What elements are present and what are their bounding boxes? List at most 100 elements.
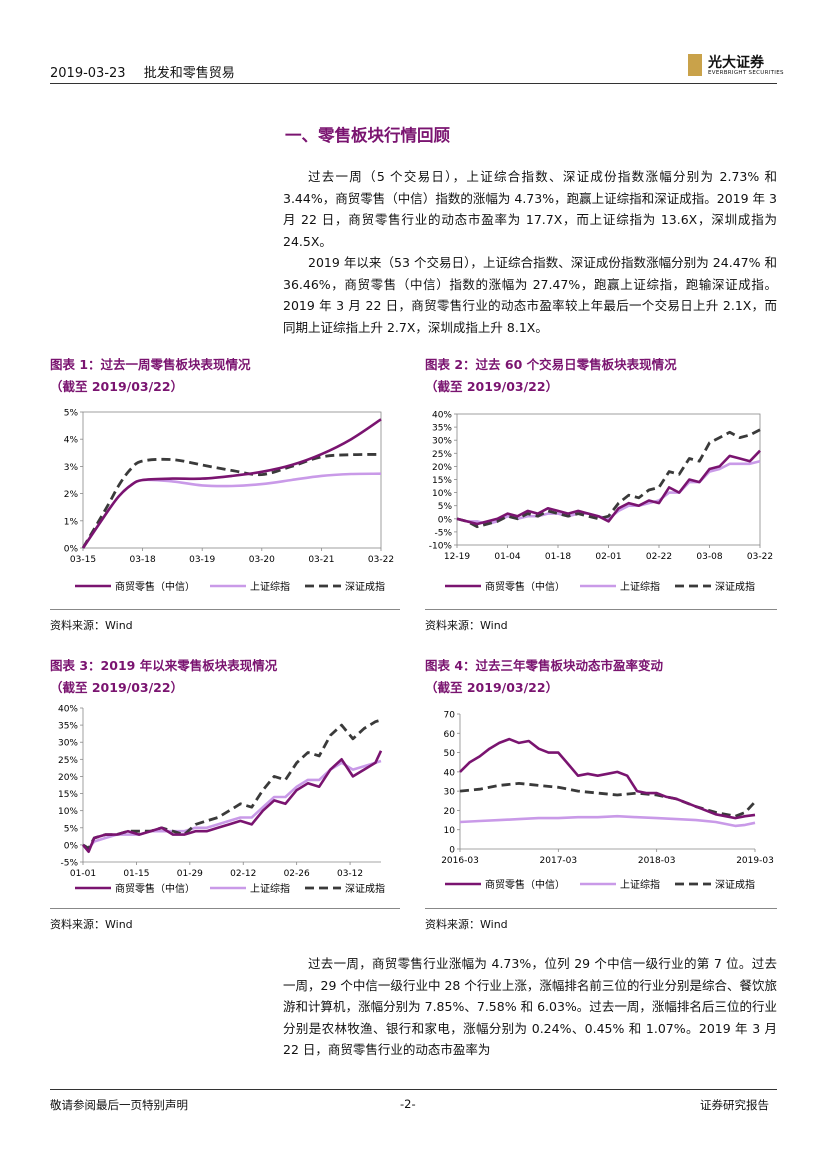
footer-report-type: 证券研究报告	[700, 1098, 769, 1112]
paragraph-week: 过去一周（5 个交易日），上证综合指数、深证成份指数涨幅分别为 2.73% 和 …	[283, 169, 777, 249]
chart3-legend-label: 上证综指	[250, 882, 290, 895]
paragraph-ytd: 2019 年以来（53 个交易日），上证综合指数、深证成份指数涨幅分别为 24.…	[283, 255, 777, 335]
chart4-x-tick-label: 2017-03	[540, 856, 578, 866]
chart3-x-tick-label: 02-26	[284, 869, 310, 879]
page-number: -2-	[400, 1097, 416, 1111]
chart3-y-tick-label: 5%	[64, 824, 79, 834]
chart3-y-tick-label: 20%	[58, 773, 78, 783]
chart3-source: 资料来源：Wind	[50, 918, 133, 931]
chart2-x-tick-label: 03-08	[696, 552, 722, 562]
chart3-title: 图表 3：2019 年以来零售板块表现情况 （截至 2019/03/22）	[50, 655, 277, 699]
chart2-y-tick-label: 5%	[438, 502, 453, 512]
chart1-x-tick-label: 03-22	[368, 555, 394, 565]
chart4-y-tick-label: 0	[449, 846, 455, 856]
chart1-series-shanghai	[81, 472, 382, 549]
chart2-source: 资料来源：Wind	[425, 619, 508, 632]
chart1-rule	[50, 609, 400, 610]
chart4-y-tick-label: 10	[444, 826, 456, 836]
chart1-y-tick-label: 2%	[64, 490, 79, 500]
chart3-title-main: 图表 3：2019 年以来零售板块表现情况	[50, 658, 278, 673]
chart2-legend-label: 上证综指	[620, 580, 660, 593]
chart2-plot-frame	[456, 413, 761, 546]
chart2-title: 图表 2：过去 60 个交易日零售板块表现情况 （截至 2019/03/22）	[425, 354, 677, 398]
chart3: -5% 0% 5% 10% 15% 20% 25% 30% 35% 40% 01-01 01-15 01…	[58, 705, 385, 896]
chart4-y-tick-label: 50	[444, 749, 456, 759]
chart3-title-date: （截至 2019/03/22）	[50, 680, 184, 695]
chart4-y-tick-label: 40	[444, 768, 456, 778]
chart2-rule	[425, 609, 777, 610]
chart1-y-tick-label: 3%	[64, 463, 79, 473]
chart2-x-tick-label: 02-01	[595, 552, 621, 562]
header-date: 2019-03-23	[50, 66, 126, 81]
chart2-series-retail	[456, 449, 761, 526]
chart1-legend-label: 上证综指	[250, 580, 290, 593]
chart3-y-tick-label: 0%	[64, 841, 79, 851]
section-title: 一、零售板块行情回顾	[285, 126, 450, 145]
chart1-x-tick-label: 03-19	[189, 555, 215, 565]
chart2-legend-label: 深证成指	[715, 580, 755, 593]
chart4-rule	[425, 908, 777, 909]
chart4-y-tick-label: 30	[444, 788, 456, 798]
chart4-series-shanghai	[459, 814, 756, 828]
header-rule	[50, 83, 777, 84]
chart1: 0% 1% 2% 3% 4% 5% 03-15 03-18 03-19 03-20 03-21 03-…	[64, 409, 394, 594]
chart3-rule	[50, 908, 400, 909]
chart2-y-tick-label: 15%	[432, 476, 452, 486]
chart1-plot-frame	[82, 411, 382, 549]
chart3-y-tick-label: 25%	[58, 756, 78, 766]
chart1-title-main: 图表 1：过去一周零售板块表现情况	[50, 357, 251, 372]
chart3-series-retail	[81, 750, 383, 853]
chart1-series-retail	[81, 418, 382, 549]
chart2-y-tick-label: 40%	[432, 411, 452, 421]
paragraph-ranking: 过去一周，商贸零售行业涨幅为 4.73%，位列 29 个中信一级行业的第 7 位…	[283, 956, 777, 1057]
chart2-y-tick-label: 10%	[432, 489, 452, 499]
chart4-y-tick-label: 70	[444, 711, 456, 721]
chart1-source: 资料来源：Wind	[50, 619, 133, 632]
chart4-legend-label: 商贸零售（中信）	[485, 878, 565, 891]
footer-rule	[50, 1089, 777, 1090]
chart4-legend-label: 深证成指	[715, 878, 755, 891]
chart2-x-tick-label: 03-22	[747, 552, 773, 562]
chart2-y-tick-label: -10%	[429, 542, 453, 552]
logo-mark-icon	[688, 54, 702, 76]
chart1-title: 图表 1：过去一周零售板块表现情况 （截至 2019/03/22）	[50, 354, 251, 398]
chart4-source: 资料来源：Wind	[425, 918, 508, 931]
chart4-title: 图表 4：过去三年零售板块动态市盈率变动 （截至 2019/03/22）	[425, 655, 663, 699]
page-header: 2019-03-23 批发和零售贸易	[50, 62, 249, 81]
chart4-series-shenzhen	[459, 782, 757, 818]
chart1-x-tick-label: 03-21	[308, 555, 334, 565]
chart2-x-tick-label: 01-04	[494, 552, 520, 562]
chart1-y-tick-label: 1%	[64, 517, 79, 527]
chart3-x-tick-label: 01-01	[70, 869, 96, 879]
chart1-x-tick-label: 03-18	[130, 555, 156, 565]
header-industry: 批发和零售贸易	[143, 66, 235, 81]
chart1-x-tick-label: 03-15	[70, 555, 96, 565]
chart3-y-tick-label: 30%	[58, 739, 78, 749]
chart3-legend-label: 商贸零售（中信）	[115, 882, 195, 895]
chart3-series-shanghai	[82, 759, 382, 850]
chart4-title-main: 图表 4：过去三年零售板块动态市盈率变动	[425, 658, 664, 673]
chart4-x-tick-label: 2018-03	[638, 856, 676, 866]
chart3-y-tick-label: 15%	[58, 790, 78, 800]
chart2-title-date: （截至 2019/03/22）	[425, 379, 559, 394]
chart2-y-tick-label: 0%	[438, 515, 453, 525]
chart1-y-tick-label: 0%	[64, 545, 79, 555]
chart3-x-tick-label: 01-15	[123, 869, 149, 879]
chart2: -10% -5% 0% 5% 10% 15% 20% 25% 30% 35% 40% 12-19 01-…	[429, 411, 773, 594]
chart2-y-tick-label: 25%	[432, 450, 452, 460]
chart2-series-shenzhen	[456, 428, 761, 529]
chart3-y-tick-label: 40%	[58, 705, 78, 715]
chart2-x-tick-label: 12-19	[444, 552, 470, 562]
chart1-title-date: （截至 2019/03/22）	[50, 379, 184, 394]
chart4: 0 10 20 30 40 50 60 70 2016-03 2017-03 2018-03 2019…	[441, 711, 774, 892]
chart4-y-tick-label: 20	[444, 807, 456, 817]
chart2-x-tick-label: 02-22	[646, 552, 672, 562]
chart3-x-tick-label: 03-12	[337, 869, 363, 879]
chart3-y-tick-label: 35%	[58, 722, 78, 732]
chart3-y-tick-label: 10%	[58, 807, 78, 817]
logo-cn: 光大证券	[708, 55, 764, 71]
chart2-series-shanghai	[456, 459, 761, 526]
chart4-title-date: （截至 2019/03/22）	[425, 680, 559, 695]
chart2-y-tick-label: -5%	[434, 528, 452, 538]
chart4-x-tick-label: 2016-03	[441, 856, 479, 866]
